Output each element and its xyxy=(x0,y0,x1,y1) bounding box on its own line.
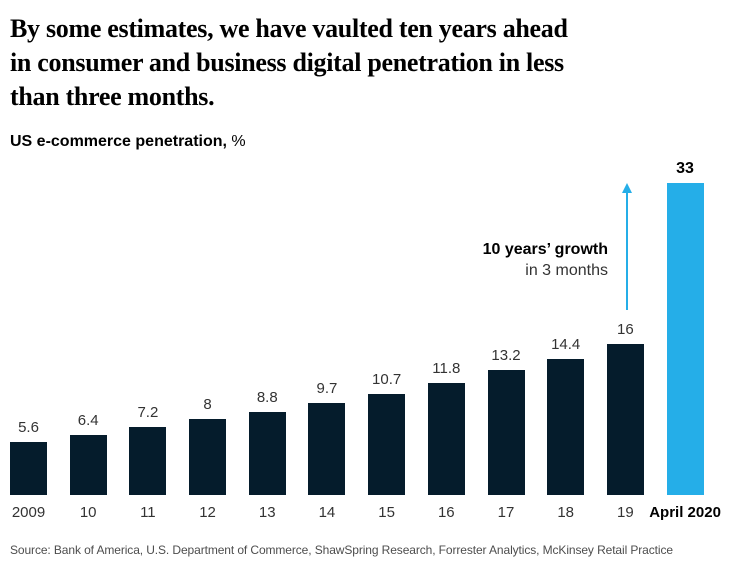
bar-column: 6.4 xyxy=(69,411,107,495)
chart-title-line: in consumer and business digital penetra… xyxy=(10,48,564,77)
x-axis-label: 18 xyxy=(557,504,575,521)
growth-annotation: 10 years’ growth in 3 months xyxy=(483,239,608,281)
x-axis-label: 19 xyxy=(617,504,634,521)
bar-column: 9.7 xyxy=(308,380,346,495)
bar-column: 11.8 xyxy=(427,360,465,495)
bar-value-label: 8.8 xyxy=(256,388,278,406)
bar xyxy=(606,343,644,495)
bar-value-label: 33 xyxy=(676,160,694,177)
x-axis-label: 13 xyxy=(258,504,276,521)
x-axis-label: 16 xyxy=(437,504,455,521)
bar-value-label: 7.2 xyxy=(137,403,159,421)
arrow-up-icon xyxy=(622,183,632,310)
chart-subtitle-unit: % xyxy=(231,133,246,150)
annotation-line-2: in 3 months xyxy=(525,262,608,279)
bar xyxy=(69,434,107,495)
chart-title-line: than three months. xyxy=(10,82,215,111)
bar-column: 5.6 xyxy=(10,419,47,495)
x-axis-label: 14 xyxy=(318,504,336,521)
bar-series: 5.6 6.4 7.2 8 8.8 9.7 10.7 11.8 13.2 14.4 16 33 xyxy=(10,153,720,495)
bar xyxy=(10,442,47,495)
bar-column: 10.7 xyxy=(368,370,406,495)
x-axis-label: 11 xyxy=(140,504,156,521)
bar xyxy=(547,358,585,495)
bar xyxy=(368,393,406,495)
bar-column: 8 xyxy=(189,396,227,495)
chart-subtitle: US e-commerce penetration, % xyxy=(10,133,720,153)
x-axis-labels: 2009 10 11 12 13 14 15 16 17 18 19 April 2020 xyxy=(10,504,721,522)
bar xyxy=(427,383,465,495)
bar-value-label: 6.4 xyxy=(77,411,99,429)
bar-column: 14.4 xyxy=(547,335,585,495)
bar-value-label: 8 xyxy=(203,396,212,414)
bar-value-label: 5.6 xyxy=(18,419,39,437)
bar xyxy=(487,370,525,495)
chart-subtitle-label: US e-commerce penetration, xyxy=(10,133,227,150)
bar-column: 13.2 xyxy=(487,347,525,495)
bar-chart: 5.6 6.4 7.2 8 8.8 9.7 10.7 11.8 13.2 14.4 16 33 200… xyxy=(10,153,721,522)
bar-value-label: 14.4 xyxy=(551,335,581,353)
x-axis-label: 2009 xyxy=(11,504,46,521)
arrow-up-head xyxy=(622,183,632,193)
bar-value-label: 11.8 xyxy=(432,360,461,378)
bar-highlight xyxy=(666,183,704,495)
chart-title-line: By some estimates, we have vaulted ten y… xyxy=(10,14,568,43)
arrow-up-line xyxy=(626,193,628,310)
bar-value-label: 10.7 xyxy=(372,370,402,388)
chart-title: By some estimates, we have vaulted ten y… xyxy=(10,12,720,114)
bar-column: 8.8 xyxy=(248,388,286,495)
bar-value-label: 16 xyxy=(617,320,634,338)
bar xyxy=(308,403,346,495)
x-axis-label: 15 xyxy=(378,504,395,521)
x-axis-label: April 2020 xyxy=(649,504,721,521)
source-note: Source: Bank of America, U.S. Department… xyxy=(10,543,673,557)
bar-column: 16 xyxy=(606,320,644,495)
x-axis-label: 10 xyxy=(79,504,97,521)
bar-value-label: 9.7 xyxy=(316,380,338,398)
x-axis-label: 12 xyxy=(199,504,216,521)
bar xyxy=(189,419,227,495)
bar-value-label: 13.2 xyxy=(491,347,521,365)
bar-column: 7.2 xyxy=(129,403,167,495)
x-axis-label: 17 xyxy=(497,504,515,521)
bar xyxy=(248,411,286,495)
bar-column: 33 xyxy=(666,160,704,495)
bar xyxy=(129,426,167,495)
annotation-line-1: 10 years’ growth xyxy=(482,241,608,258)
